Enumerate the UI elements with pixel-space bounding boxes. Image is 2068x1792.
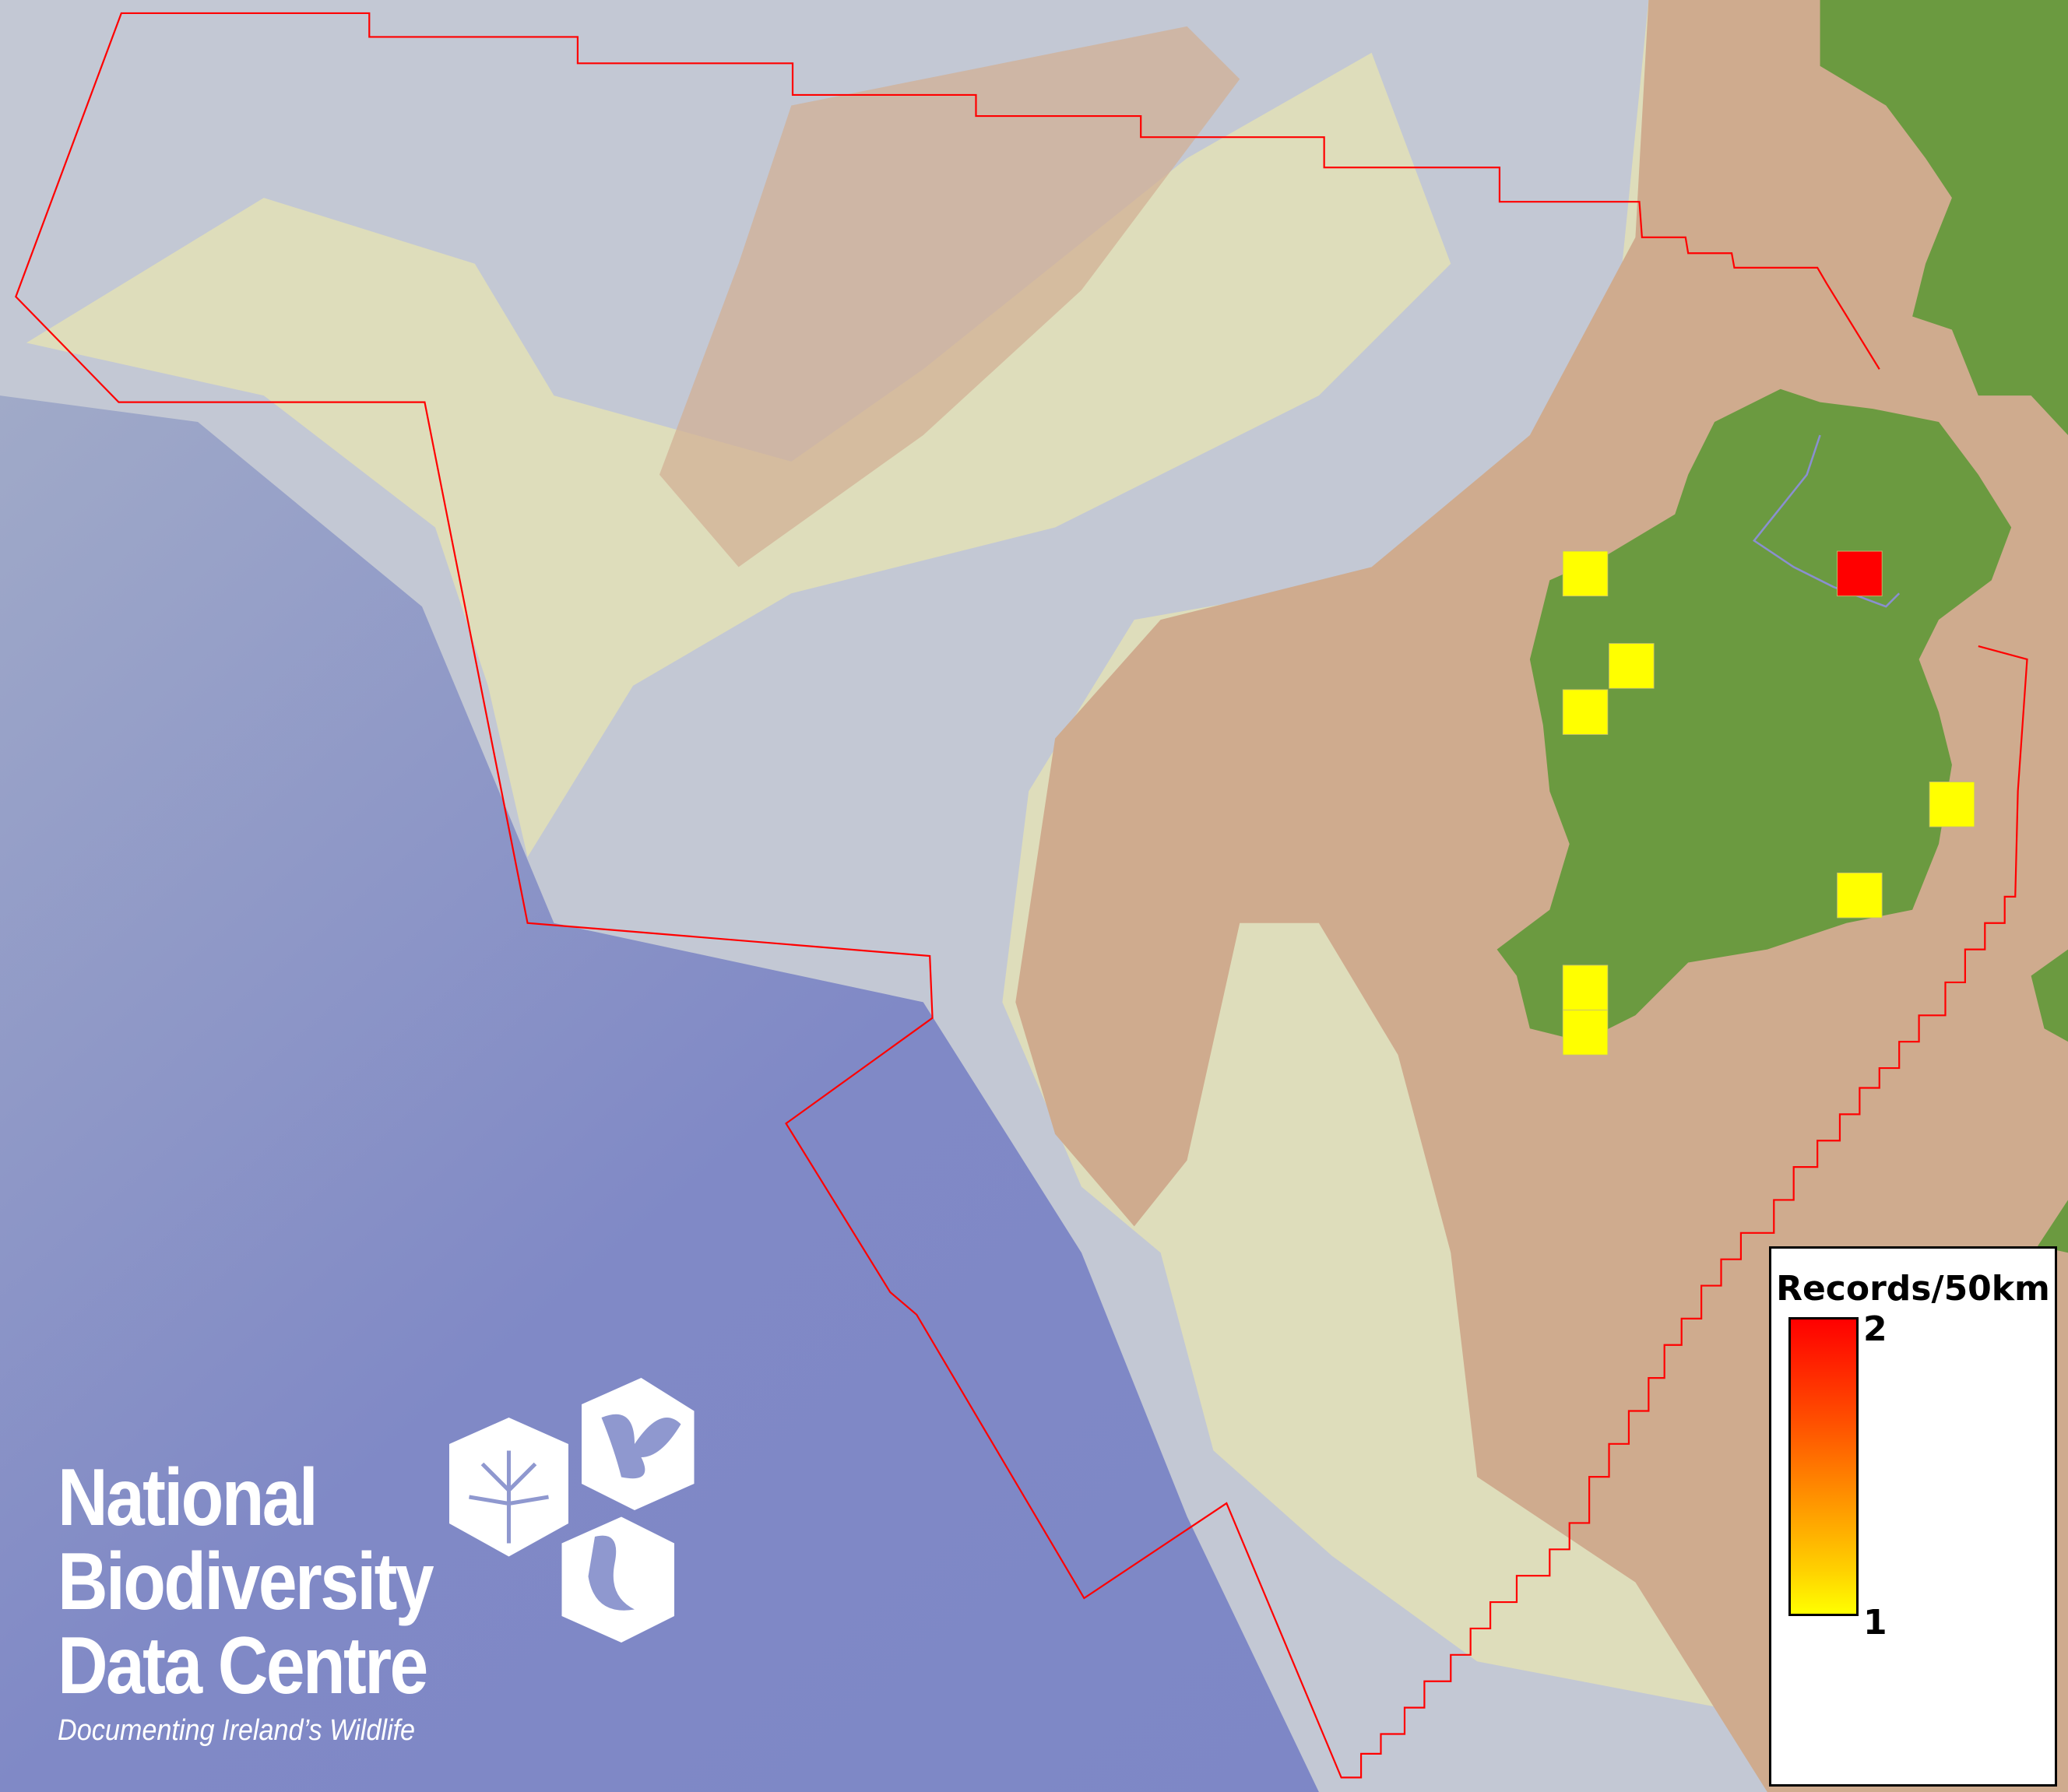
record-cell[interactable] bbox=[1562, 1010, 1609, 1056]
northern-ireland-border bbox=[1752, 434, 1901, 608]
shelf-tan-north bbox=[659, 26, 1240, 567]
record-cell[interactable] bbox=[1837, 550, 1883, 597]
butterfly-icon bbox=[582, 1378, 695, 1510]
logo-tagline: Documenting Ireland’s Wildlife bbox=[58, 1714, 416, 1747]
seahorse-icon bbox=[561, 1516, 674, 1643]
wales-land bbox=[2031, 949, 2068, 1253]
legend-title: Records/50km bbox=[1776, 1269, 2050, 1309]
legend-max-label: 2 bbox=[1863, 1309, 1887, 1349]
eez-boundary bbox=[15, 12, 2028, 1779]
nbdc-logo: National Biodiversity Data Centre Docume… bbox=[58, 1456, 493, 1748]
record-cell[interactable] bbox=[1837, 872, 1883, 919]
record-cell[interactable] bbox=[1562, 550, 1609, 597]
ireland-land bbox=[1496, 388, 2012, 1042]
record-cell[interactable] bbox=[1562, 689, 1609, 735]
logo-line-3: Data Centre bbox=[58, 1621, 428, 1711]
records-grid bbox=[1562, 550, 1975, 1056]
record-cell[interactable] bbox=[1562, 965, 1609, 1010]
legend-min-label: 1 bbox=[1863, 1603, 1887, 1643]
tree-icon bbox=[449, 1418, 568, 1557]
logo-line-1: National bbox=[58, 1453, 318, 1543]
logo-hexagons bbox=[449, 1378, 695, 1643]
legend: Records/50km 2 1 bbox=[1769, 1246, 2057, 1787]
color-ramp bbox=[1788, 1317, 1859, 1616]
logo-line-2: Biodiversity bbox=[58, 1537, 434, 1627]
record-cell[interactable] bbox=[1929, 782, 1975, 827]
record-cell[interactable] bbox=[1609, 643, 1655, 689]
